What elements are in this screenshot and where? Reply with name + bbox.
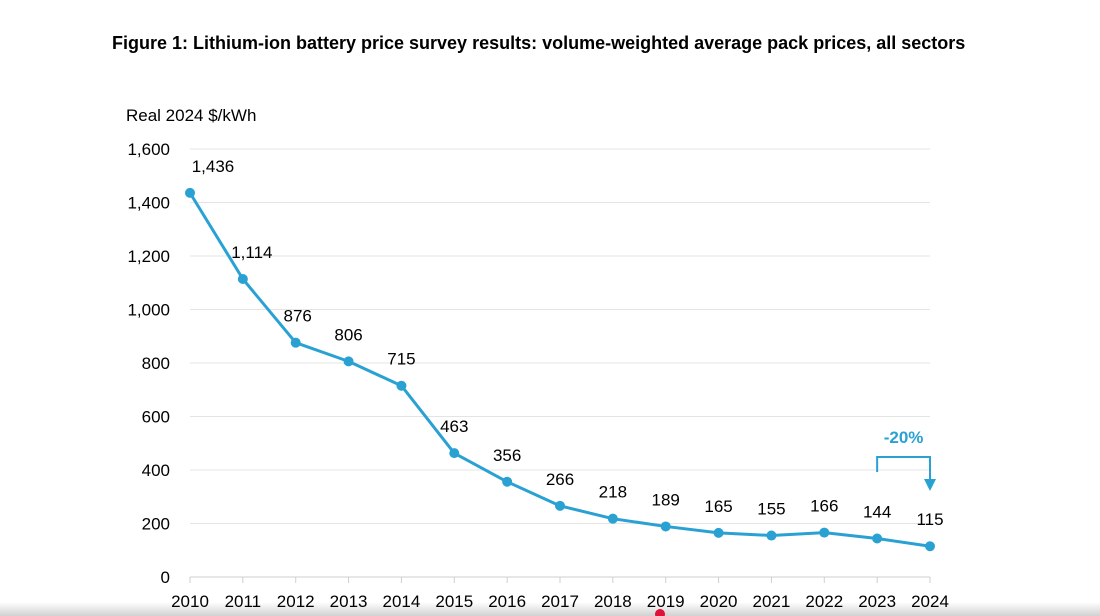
- data-point: [766, 530, 777, 541]
- data-label: 155: [757, 500, 785, 519]
- data-label: 218: [599, 483, 627, 502]
- x-tick-label: 2018: [594, 592, 632, 611]
- data-label: 806: [334, 325, 362, 344]
- data-label: 189: [652, 490, 680, 509]
- x-tick-label: 2021: [753, 592, 791, 611]
- x-tick-label: 2020: [700, 592, 738, 611]
- y-tick-label: 200: [142, 515, 170, 534]
- series-line: [188, 192, 931, 548]
- data-point: [449, 448, 460, 459]
- data-label: 715: [387, 350, 415, 369]
- y-tick-label: 600: [142, 408, 170, 427]
- x-tick-label: 2014: [383, 592, 421, 611]
- data-label: 876: [284, 307, 312, 326]
- data-label: 1,114: [231, 243, 272, 262]
- progress-marker: [655, 609, 665, 616]
- data-label: 115: [916, 510, 943, 529]
- y-tick-label: 400: [142, 461, 170, 480]
- x-tick-label: 2016: [488, 592, 526, 611]
- data-point: [713, 527, 724, 538]
- x-tick-label: 2011: [225, 592, 262, 611]
- data-label: 463: [440, 417, 468, 436]
- x-tick-label: 2015: [435, 592, 473, 611]
- x-tick-label: 2013: [330, 592, 368, 611]
- data-point: [872, 533, 883, 544]
- y-tick-label: 0: [161, 568, 170, 587]
- x-tick-label: 2012: [277, 592, 315, 611]
- data-label: 165: [704, 497, 732, 516]
- x-tick-label: 2017: [541, 592, 579, 611]
- y-tick-label: 1,600: [127, 140, 170, 159]
- y-tick-label: 1,000: [127, 301, 170, 320]
- x-tick-label: 2019: [647, 592, 685, 611]
- data-label: 166: [810, 497, 838, 516]
- data-label: 1,436: [192, 157, 235, 176]
- data-point: [290, 337, 301, 348]
- x-tick-label: 2024: [911, 592, 949, 611]
- data-point: [607, 513, 618, 524]
- data-label: 266: [546, 470, 574, 489]
- data-point: [343, 356, 354, 367]
- y-tick-label: 800: [142, 354, 170, 373]
- chart-title: Figure 1: Lithium-ion battery price surv…: [112, 33, 966, 53]
- y-tick-label: 1,400: [127, 194, 170, 213]
- arrow-down-icon: [924, 479, 936, 491]
- data-point: [925, 541, 935, 552]
- data-point: [502, 476, 513, 487]
- data-point: [819, 527, 830, 538]
- data-point: [185, 187, 195, 198]
- annotation-bracket: [876, 456, 931, 480]
- data-point: [396, 380, 407, 391]
- data-label: 356: [493, 446, 521, 465]
- x-tick-label: 2010: [171, 592, 209, 611]
- bottom-shadow: [0, 602, 1100, 616]
- x-tick-label: 2023: [858, 592, 896, 611]
- y-axis-label: Real 2024 $/kWh: [126, 106, 257, 125]
- annotation-label: -20%: [884, 428, 924, 447]
- data-point: [555, 500, 565, 511]
- x-tick-label: 2022: [805, 592, 843, 611]
- y-tick-label: 1,200: [127, 247, 170, 266]
- data-label: 144: [863, 502, 891, 521]
- data-point: [660, 521, 671, 532]
- data-point: [237, 274, 248, 285]
